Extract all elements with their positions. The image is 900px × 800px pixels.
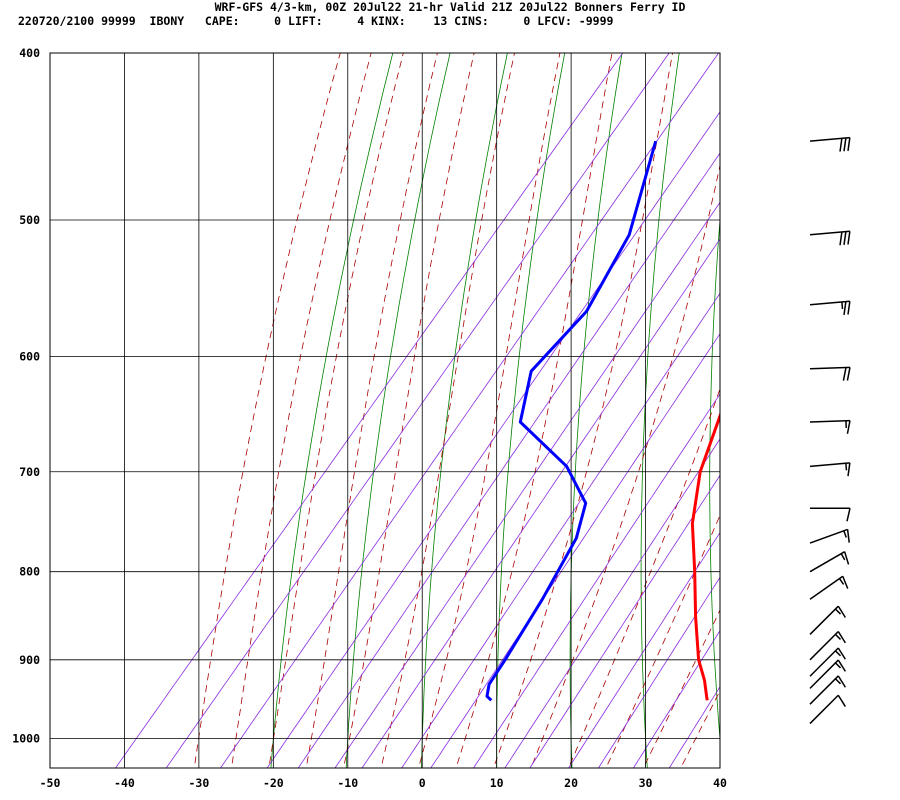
wind-barb: [809, 528, 850, 544]
x-tick-label: 30: [639, 776, 653, 790]
mixing-ratio-line: [568, 531, 720, 768]
wind-barb: [809, 694, 846, 725]
mixing-ratio-line: [297, 152, 720, 768]
y-tick-label: 800: [19, 565, 40, 579]
x-tick-label: -30: [188, 776, 209, 790]
mixing-ratio-line: [165, 53, 670, 768]
moist-adiabat-line: [642, 609, 720, 768]
mixing-ratio-line: [361, 238, 720, 768]
moist-adiabat-line: [193, 53, 341, 768]
moist-adiabat-line: [268, 53, 404, 768]
moist-adiabat-line: [493, 53, 673, 768]
dry-adiabat-line: [776, 15, 799, 783]
x-tick-label: -10: [337, 776, 358, 790]
plot-frame: [49, 52, 721, 769]
dry-adiabat-line: [569, 53, 623, 768]
y-tick-label: 400: [19, 46, 40, 60]
moist-adiabat-line: [455, 53, 613, 768]
dry-adiabat-line: [640, 53, 680, 768]
y-tick-label: 900: [19, 653, 40, 667]
wind-barb: [809, 551, 850, 573]
wind-barb: [810, 507, 851, 522]
x-tick-label: -40: [114, 776, 135, 790]
wind-barb: [809, 136, 851, 152]
mixing-ratio-line: [115, 53, 624, 768]
moist-adiabat-line: [231, 53, 372, 768]
mixing-ratio-line: [266, 111, 720, 768]
mixing-ratio-line: [598, 576, 720, 768]
wind-barb: [809, 630, 846, 661]
wind-barbs: [809, 136, 851, 725]
x-tick-label: 40: [713, 776, 727, 790]
x-tick-label: -50: [40, 776, 61, 790]
sounding-traces: [485, 140, 720, 702]
moist-adiabat-line: [343, 53, 475, 768]
wind-barb: [809, 659, 846, 689]
dry-adiabat-line: [345, 53, 451, 768]
wind-barb: [809, 575, 849, 600]
wind-barb: [809, 675, 846, 705]
y-tick-label: 600: [19, 349, 40, 363]
x-tick-label: 10: [490, 776, 504, 790]
mixing-ratio-line: [632, 630, 720, 768]
wind-barb: [809, 462, 851, 477]
wind-barb: [809, 605, 846, 635]
y-tick-label: 700: [19, 465, 40, 479]
chart-title: WRF-GFS 4/3-km, 00Z 20Jul22 21-hr Valid …: [214, 0, 686, 14]
dry-adiabat-line: [420, 53, 508, 768]
dry-adiabat-line: [270, 53, 394, 768]
mixing-ratio-line: [473, 393, 720, 768]
mixing-ratio-line: [430, 333, 720, 768]
dry-adiabat-line: [841, 15, 876, 783]
moist-adiabat-line: [530, 163, 720, 768]
mixing-ratio-line: [334, 201, 720, 768]
dry-adiabat-line: [496, 53, 566, 768]
moist-adiabat-line: [418, 53, 561, 768]
mixing-ratio-line: [504, 438, 720, 768]
moist-adiabat-line: [605, 514, 720, 768]
wind-barb: [809, 300, 851, 315]
mixing-ratio-line: [220, 53, 720, 768]
moist-adiabat-line: [717, 763, 720, 768]
adiabat-lines: [115, 15, 876, 783]
x-tick-label: -20: [263, 776, 284, 790]
temperature-trace: [690, 411, 720, 701]
wind-barb: [809, 230, 851, 246]
isotherm-isobar-grid: [49, 52, 721, 768]
dry-adiabat-line: [709, 214, 720, 744]
dewpoint-trace: [485, 140, 658, 702]
y-tick-label: 1000: [12, 732, 40, 746]
wind-barb: [809, 647, 846, 677]
wind-barb: [809, 419, 851, 434]
sounding-indices: 220720/2100 99999 IBONY CAPE: 0 LIFT: 4 …: [18, 14, 614, 28]
moist-adiabat-line: [380, 53, 515, 768]
mixing-ratio-line: [668, 685, 720, 768]
y-tick-label: 500: [19, 213, 40, 227]
mixing-ratio-line: [401, 292, 720, 768]
mixing-ratio-line: [529, 474, 720, 768]
moist-adiabat-line: [305, 53, 438, 768]
x-tick-label: 20: [564, 776, 578, 790]
moist-adiabat-line: [568, 388, 720, 768]
wind-barb: [809, 366, 851, 381]
axis-ticks: -50 -40 -30 -20 -10 0 10 20 30 40 400 500 600 700 800 9…: [12, 46, 727, 790]
x-tick-label: 0: [419, 776, 426, 790]
